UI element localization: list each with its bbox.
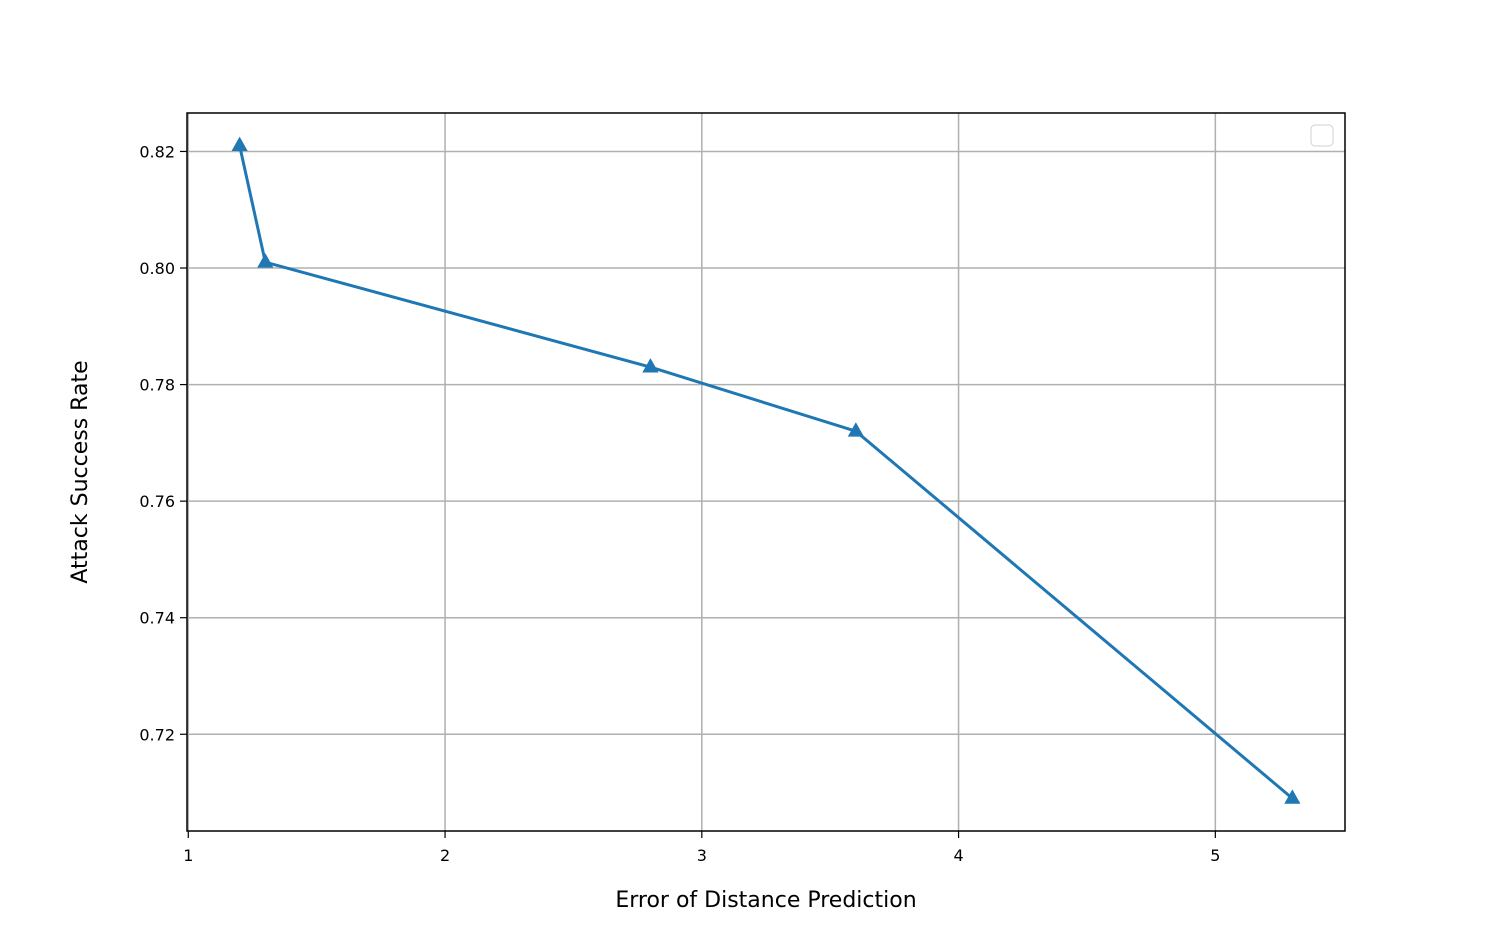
x-axis-label: Error of Distance Prediction xyxy=(615,888,916,913)
marker xyxy=(231,136,248,152)
x-tick-label: 3 xyxy=(697,846,707,865)
y-tick-label: 0.76 xyxy=(139,492,175,511)
x-tick-label: 1 xyxy=(183,846,193,865)
marker xyxy=(847,422,864,437)
y-tick-label: 0.72 xyxy=(139,725,175,744)
line xyxy=(238,145,1294,800)
marker xyxy=(1284,789,1301,804)
marker xyxy=(642,358,659,373)
plot-frame xyxy=(186,112,1346,832)
x-tick-label: 4 xyxy=(953,846,963,865)
y-tick-label: 0.82 xyxy=(139,142,175,161)
y-axis-label: Attack Success Rate xyxy=(68,360,93,583)
x-tick-label: 2 xyxy=(440,846,450,865)
marker xyxy=(257,253,274,268)
y-tick-label: 0.78 xyxy=(139,376,175,395)
y-tick-label: 0.74 xyxy=(139,609,175,628)
y-tick-label: 0.80 xyxy=(139,259,175,278)
x-tick-label: 5 xyxy=(1210,846,1220,865)
legend-box xyxy=(1310,124,1334,147)
